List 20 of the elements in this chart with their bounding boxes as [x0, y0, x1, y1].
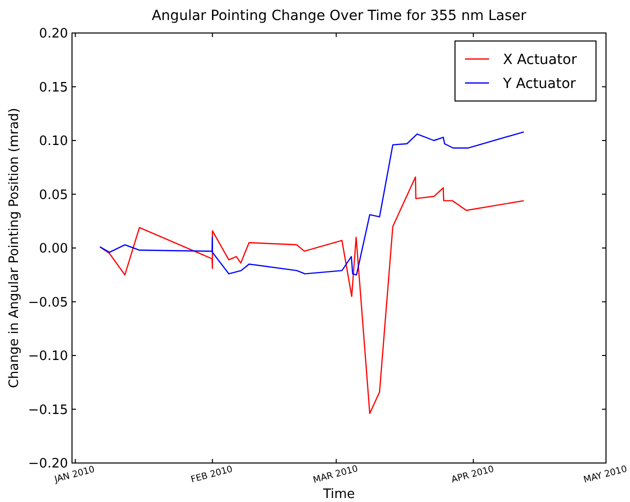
x-tick-label: APR 2010 [450, 464, 496, 486]
y-tick-label: 0.00 [39, 242, 68, 257]
x-tick-label: FEB 2010 [190, 464, 234, 486]
chart-title: Angular Pointing Change Over Time for 355 nm Laser [152, 8, 526, 24]
x-tick-label: MAR 2010 [312, 464, 360, 486]
y-tick-label: −0.10 [28, 349, 68, 364]
line-series [99, 176, 524, 414]
y-tick-label: 0.05 [39, 188, 68, 203]
y-tick-label: −0.20 [28, 456, 68, 472]
y-tick-label: −0.15 [28, 402, 68, 418]
x-axis-title: Time [322, 487, 355, 502]
y-tick-label: 0.15 [39, 80, 68, 96]
line-series [99, 131, 524, 276]
y-tick-label: −0.05 [28, 295, 68, 310]
x-tick-label: MAY 2010 [582, 464, 629, 486]
y-axis-title: Change in Angular Pointing Position (mrad) [7, 108, 22, 388]
legend-label: Y Actuator [502, 76, 576, 92]
y-tick-label: 0.20 [39, 26, 68, 42]
legend-label: X Actuator [503, 52, 578, 68]
y-tick-label: 0.10 [39, 134, 68, 150]
